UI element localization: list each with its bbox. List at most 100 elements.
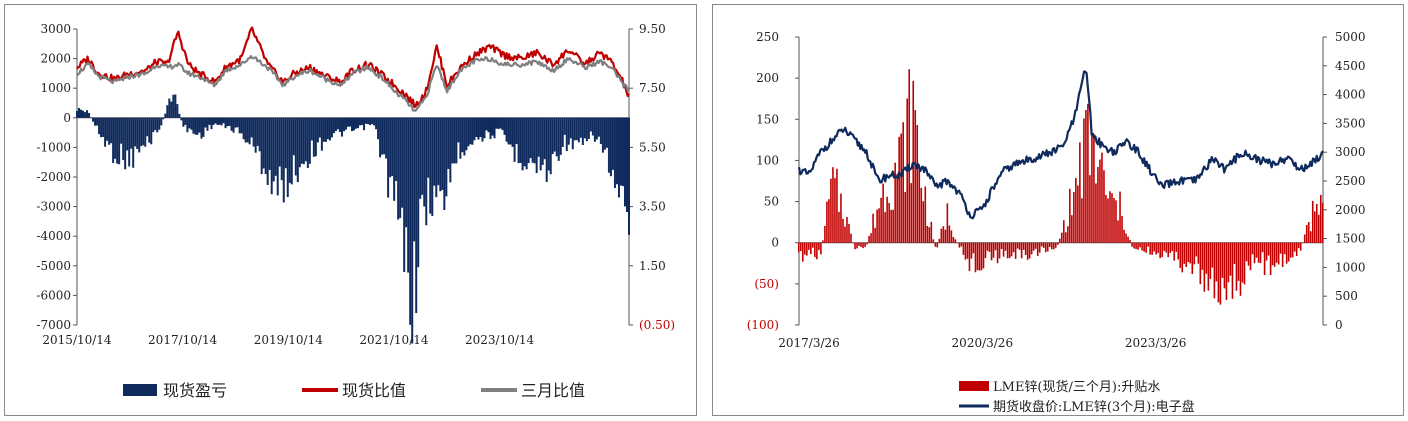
- bar-spot-pnl: [286, 117, 289, 198]
- bar-spot-pnl: [551, 117, 554, 155]
- bar-spot-pnl: [421, 117, 424, 195]
- bar-spot-pnl: [549, 117, 552, 175]
- bar-spot-pnl: [236, 117, 239, 128]
- bar-spot-pnl: [541, 117, 544, 165]
- y-tick-label-left: -7000: [36, 318, 71, 332]
- bar-spread: [1117, 220, 1119, 243]
- bar-spot-pnl: [304, 117, 307, 162]
- bar-spot-pnl: [389, 117, 392, 178]
- bar-spread: [984, 242, 987, 259]
- bar-spot-pnl: [429, 117, 432, 214]
- bar-spot-pnl: [284, 117, 287, 169]
- bar-spread: [800, 242, 802, 252]
- bar-spot-pnl: [353, 117, 356, 131]
- bar-spot-pnl: [302, 117, 305, 165]
- bar-spread: [1073, 192, 1075, 243]
- bar-spot-pnl: [250, 117, 253, 138]
- x-tick-label: 2020/3/26: [952, 336, 1014, 350]
- bar-spot-pnl: [268, 117, 271, 170]
- bar-spot-pnl: [397, 117, 400, 220]
- x-tick-label: 2019/10/14: [254, 333, 324, 347]
- bar-spread: [1319, 194, 1322, 243]
- bar-spot-pnl: [266, 117, 269, 186]
- y-tick-label-right: 5.50: [639, 140, 666, 154]
- bar-spread: [808, 242, 810, 250]
- bar-spot-pnl: [244, 117, 247, 143]
- bar-spread: [1145, 242, 1147, 253]
- bar-spot-pnl: [487, 117, 490, 133]
- bar-spot-pnl: [373, 117, 376, 126]
- bar-spot-pnl: [162, 117, 165, 120]
- bar-spread: [1207, 242, 1210, 291]
- bar-spread: [1322, 202, 1324, 243]
- bar-spread: [978, 242, 981, 271]
- series-spread-bars: [798, 69, 1324, 305]
- bar-spread: [1165, 242, 1168, 253]
- bar-spot-pnl: [114, 117, 117, 159]
- bar-spread: [1004, 242, 1007, 251]
- bar-spot-pnl: [475, 117, 478, 137]
- bar-spread: [1036, 242, 1039, 256]
- bar-spread: [858, 242, 860, 246]
- bar-spread: [1299, 242, 1302, 251]
- bar-spot-pnl: [463, 117, 466, 156]
- bar-spread: [810, 242, 812, 255]
- bar-spot-pnl: [140, 117, 143, 147]
- bar-spot-pnl: [204, 117, 207, 128]
- bar-spot-pnl: [449, 117, 452, 183]
- bar-spot-pnl: [216, 117, 219, 125]
- bar-spread: [964, 242, 967, 260]
- bar-spread: [956, 242, 959, 244]
- y-tick-label-right: 4500: [1335, 59, 1366, 73]
- bar-spot-pnl: [481, 117, 484, 142]
- bar-spot-pnl: [355, 117, 358, 129]
- bar-spot-pnl: [523, 117, 526, 167]
- bar-spread: [1026, 242, 1029, 260]
- bar-spread: [872, 213, 874, 243]
- bar-spread: [860, 242, 862, 248]
- bar-spread: [868, 235, 870, 243]
- bar-spread: [928, 227, 931, 243]
- bar-spread: [848, 223, 850, 243]
- bar-spot-pnl: [591, 117, 594, 136]
- y-tick-label-left: 250: [756, 30, 779, 44]
- bar-spot-pnl: [154, 117, 157, 131]
- bar-spot-pnl: [202, 117, 205, 137]
- bar-spread: [1087, 103, 1089, 243]
- bar-spread: [1209, 242, 1212, 279]
- bar-spread: [1189, 242, 1192, 264]
- bar-spot-pnl: [455, 117, 458, 164]
- bar-spot-pnl: [467, 117, 470, 147]
- bar-spread: [1243, 242, 1246, 285]
- bar-spot-pnl: [571, 117, 574, 150]
- bar-spot-pnl: [381, 117, 384, 155]
- bar-spread: [1141, 242, 1143, 251]
- bar-spread: [1030, 242, 1033, 255]
- bar-spot-pnl: [559, 117, 562, 155]
- bar-spread: [1143, 242, 1145, 252]
- bar-spot-pnl: [144, 117, 147, 147]
- bar-spot-pnl: [507, 117, 510, 145]
- bar-spot-pnl: [357, 117, 360, 129]
- bar-spot-pnl: [248, 117, 251, 145]
- bar-spot-pnl: [212, 117, 215, 125]
- y-tick-label-right: 2500: [1335, 174, 1366, 188]
- bar-spread: [1101, 152, 1103, 243]
- bar-spread: [1155, 242, 1157, 255]
- bar-spread: [1283, 242, 1286, 255]
- bar-spot-pnl: [218, 117, 221, 125]
- bar-spot-pnl: [413, 117, 416, 242]
- bar-spread: [1012, 242, 1015, 253]
- bar-spread: [1177, 242, 1180, 260]
- bar-spread: [824, 225, 826, 243]
- bar-spread: [946, 203, 949, 243]
- bar-spot-pnl: [465, 117, 468, 151]
- bar-spread: [1000, 242, 1003, 250]
- bar-spot-pnl: [599, 117, 602, 145]
- bar-spot-pnl: [96, 117, 99, 126]
- bar-spot-pnl: [194, 117, 197, 135]
- bar-spot-pnl: [419, 117, 422, 199]
- bar-spot-pnl: [190, 117, 193, 130]
- bar-spot-pnl: [200, 117, 203, 139]
- bar-spread: [1111, 193, 1113, 243]
